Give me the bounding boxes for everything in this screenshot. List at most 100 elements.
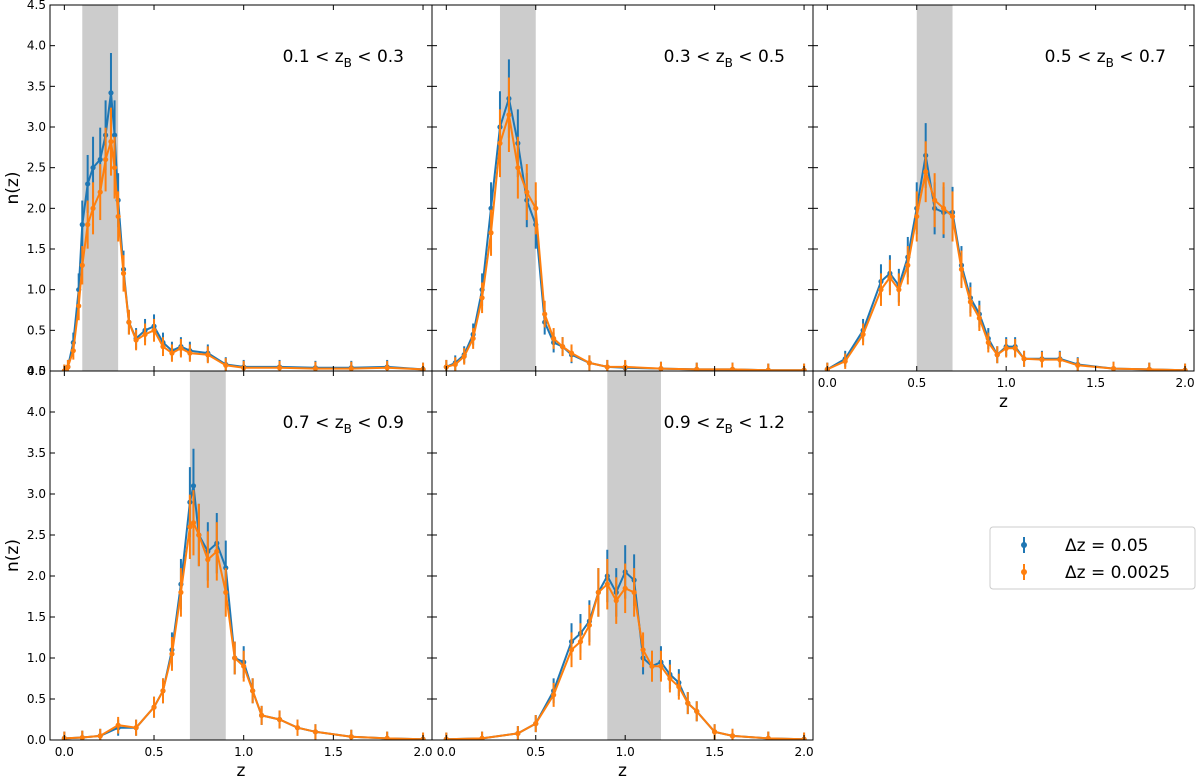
- data-point: [133, 725, 139, 731]
- data-point: [515, 165, 521, 171]
- data-point: [190, 483, 197, 489]
- data-point: [126, 319, 132, 325]
- data-point: [586, 622, 593, 628]
- data-point: [178, 589, 184, 596]
- x-axis-label: z: [618, 761, 627, 781]
- data-point: [276, 716, 283, 723]
- data-point: [905, 262, 911, 268]
- panel-label: 0.9 < zB < 1.2: [664, 413, 785, 436]
- data-point: [312, 729, 319, 735]
- data-point: [120, 270, 127, 276]
- x-tick-label: 1.0: [616, 745, 635, 759]
- data-point: [479, 295, 485, 301]
- series-2: [61, 107, 426, 371]
- data-point: [1039, 357, 1045, 363]
- data-point: [65, 364, 71, 370]
- data-point: [160, 688, 166, 694]
- y-tick-label: 1.5: [27, 610, 46, 624]
- data-point: [640, 647, 646, 653]
- data-point: [676, 684, 682, 690]
- data-point: [658, 365, 664, 371]
- data-point: [685, 700, 691, 706]
- y-tick-label: 4.0: [27, 39, 46, 53]
- data-point: [187, 350, 193, 356]
- data-point: [586, 360, 593, 366]
- axes-frame: [431, 370, 814, 741]
- data-point: [241, 663, 247, 669]
- data-point: [533, 721, 539, 727]
- series-2: [61, 490, 426, 740]
- y-axis-label: n(z): [3, 539, 23, 572]
- data-point: [232, 655, 238, 661]
- data-point: [250, 688, 256, 694]
- data-point: [79, 262, 85, 268]
- data-point: [515, 730, 521, 737]
- series-line: [64, 485, 424, 740]
- panel-3: 0.0 0.5 1.0 1.5 2.0 0.5 < zB < 0.7 z: [812, 4, 1195, 412]
- data-point: [479, 735, 485, 740]
- data-point: [524, 189, 530, 195]
- data-point: [694, 366, 700, 371]
- data-point: [622, 585, 628, 591]
- x-tick-label: 1.0: [997, 376, 1016, 390]
- data-point: [1057, 357, 1063, 363]
- data-point: [85, 222, 91, 228]
- data-point: [259, 712, 265, 719]
- y-tick-label: 0.0: [27, 733, 46, 747]
- data-point: [470, 335, 476, 342]
- data-point: [765, 367, 771, 371]
- data-point: [111, 165, 118, 171]
- y-tick-label: 1.5: [27, 242, 46, 256]
- legend-label: Δz = 0.05: [1065, 536, 1148, 556]
- legend: Δz = 0.05 Δz = 0.0025: [989, 526, 1196, 590]
- data-point: [604, 364, 610, 370]
- data-point: [108, 139, 114, 145]
- data-point: [97, 156, 103, 163]
- panel-1: 0.0 0.5 1.0 1.5 2.0 2.5 3.0 3.5 4.0 4.5 0.1 < zB <…: [3, 0, 433, 378]
- y-tick-label: 0.0: [27, 364, 46, 378]
- data-point: [190, 520, 197, 526]
- x-tick-label: 0.5: [907, 376, 926, 390]
- data-point: [214, 548, 220, 555]
- data-point: [694, 708, 700, 714]
- y-tick-label: 3.5: [27, 446, 46, 460]
- data-point: [102, 156, 109, 163]
- data-point: [294, 725, 301, 731]
- legend-box: [989, 526, 1196, 590]
- y-tick-label: 3.5: [27, 79, 46, 93]
- x-tick-label: 2.0: [1176, 376, 1195, 390]
- series-1: [443, 59, 807, 371]
- data-point: [667, 675, 673, 682]
- series-2: [443, 558, 807, 740]
- y-tick-label: 2.5: [27, 528, 46, 542]
- data-point: [577, 639, 584, 645]
- y-tick-label: 0.5: [27, 692, 46, 706]
- series-line: [446, 582, 805, 740]
- data-point: [568, 350, 575, 356]
- data-point: [887, 274, 893, 281]
- data-point: [923, 169, 929, 175]
- data-point: [133, 337, 139, 343]
- panel-2: 0.3 < zB < 0.5: [431, 4, 814, 372]
- data-point: [712, 729, 718, 735]
- data-point: [276, 365, 283, 371]
- data-point: [90, 205, 96, 211]
- panel-label: 0.5 < zB < 0.7: [1045, 47, 1166, 70]
- data-point: [142, 331, 148, 337]
- data-point: [559, 344, 566, 350]
- y-tick-label: 1.0: [27, 283, 46, 297]
- y-tick-label: 4.5: [27, 364, 46, 378]
- data-point: [97, 733, 103, 739]
- data-point: [932, 197, 938, 203]
- data-point: [568, 647, 575, 653]
- y-tick-label: 4.5: [27, 0, 46, 12]
- data-point: [151, 327, 157, 333]
- data-point: [178, 345, 184, 351]
- series-1: [61, 448, 426, 740]
- data-point: [111, 132, 118, 138]
- data-point: [976, 315, 982, 321]
- data-point: [187, 524, 193, 530]
- x-tick-label: 2.0: [795, 745, 814, 759]
- data-point: [542, 311, 548, 317]
- x-tick-label: 1.0: [234, 745, 253, 759]
